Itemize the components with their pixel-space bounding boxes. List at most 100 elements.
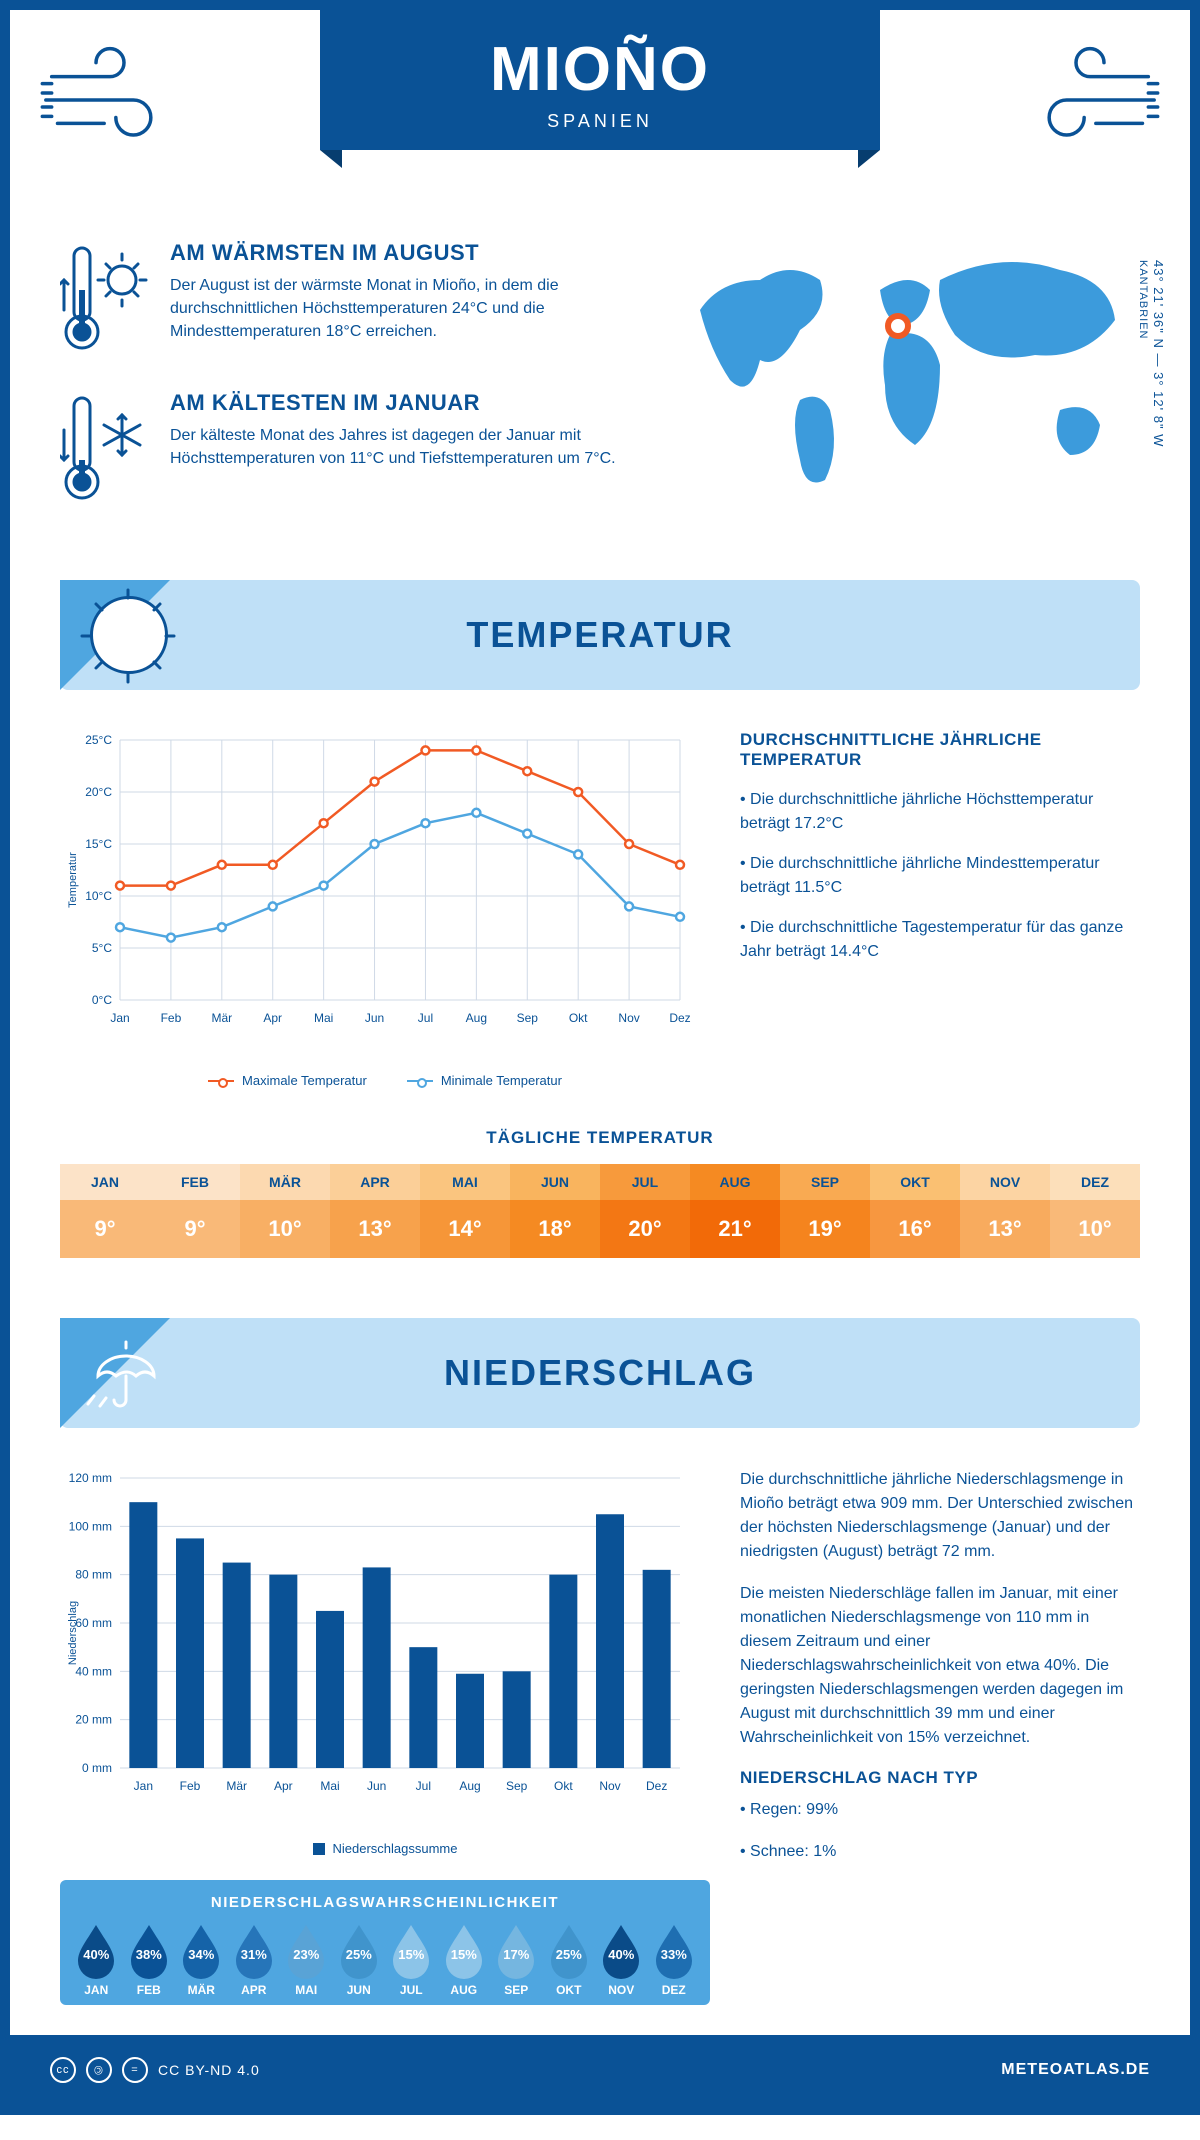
svg-text:Temperatur: Temperatur bbox=[67, 852, 79, 908]
nd-icon: = bbox=[122, 2057, 148, 2083]
svg-text:Nov: Nov bbox=[618, 1011, 639, 1025]
svg-text:Sep: Sep bbox=[517, 1011, 539, 1025]
temperature-title: TEMPERATUR bbox=[466, 614, 733, 656]
cold-title: AM KÄLTESTEN IM JANUAR bbox=[170, 390, 650, 416]
svg-text:Jul: Jul bbox=[416, 1779, 431, 1793]
svg-text:100 mm: 100 mm bbox=[69, 1519, 112, 1533]
title-banner: MIOÑO SPANIEN bbox=[320, 10, 880, 150]
svg-text:Mai: Mai bbox=[314, 1011, 333, 1025]
svg-text:10°C: 10°C bbox=[85, 889, 112, 903]
coordinates: 43° 21' 36" N — 3° 12' 8" W KANTABRIEN bbox=[1136, 260, 1166, 447]
prob-drop: 25%OKT bbox=[543, 1921, 596, 1997]
svg-text:Mai: Mai bbox=[320, 1779, 339, 1793]
svg-text:Apr: Apr bbox=[263, 1011, 282, 1025]
world-map: 43° 21' 36" N — 3° 12' 8" W KANTABRIEN bbox=[680, 240, 1140, 540]
prob-drop: 17%SEP bbox=[490, 1921, 543, 1997]
prob-drop: 40%JAN bbox=[70, 1921, 123, 1997]
prob-drop: 38%FEB bbox=[123, 1921, 176, 1997]
precip-probability-box: NIEDERSCHLAGSWAHRSCHEINLICHKEIT 40%JAN38… bbox=[60, 1880, 710, 2005]
prob-drop: 40%NOV bbox=[595, 1921, 648, 1997]
prob-drop: 33%DEZ bbox=[648, 1921, 701, 1997]
svg-text:Dez: Dez bbox=[669, 1011, 690, 1025]
svg-text:Mär: Mär bbox=[226, 1779, 247, 1793]
by-icon: 🄯 bbox=[86, 2057, 112, 2083]
cc-icon: cc bbox=[50, 2057, 76, 2083]
svg-text:0°C: 0°C bbox=[92, 993, 112, 1007]
umbrella-icon bbox=[84, 1332, 168, 1416]
precip-section-head: NIEDERSCHLAG bbox=[60, 1318, 1140, 1428]
daily-temp-grid: JAN9°FEB9°MÄR10°APR13°MAI14°JUN18°JUL20°… bbox=[60, 1164, 1140, 1258]
svg-text:0 mm: 0 mm bbox=[82, 1761, 112, 1775]
daily-cell: NOV13° bbox=[960, 1164, 1050, 1258]
svg-text:20°C: 20°C bbox=[85, 785, 112, 799]
cold-body: Der kälteste Monat des Jahres ist dagege… bbox=[170, 424, 650, 470]
license: cc 🄯 = CC BY-ND 4.0 bbox=[50, 2057, 260, 2083]
prob-drop: 34%MÄR bbox=[175, 1921, 228, 1997]
svg-text:25°C: 25°C bbox=[85, 733, 112, 747]
daily-cell: AUG21° bbox=[690, 1164, 780, 1258]
temperature-legend: .lg-line[style*='f15a24']::after{border-… bbox=[60, 1073, 710, 1088]
svg-text:Aug: Aug bbox=[459, 1779, 480, 1793]
svg-text:Feb: Feb bbox=[161, 1011, 182, 1025]
daily-cell: JUN18° bbox=[510, 1164, 600, 1258]
prob-drop: 23%MAI bbox=[280, 1921, 333, 1997]
svg-text:80 mm: 80 mm bbox=[75, 1568, 112, 1582]
svg-text:Nov: Nov bbox=[599, 1779, 620, 1793]
daily-cell: DEZ10° bbox=[1050, 1164, 1140, 1258]
precip-legend: Niederschlagssumme bbox=[60, 1841, 710, 1856]
svg-text:Aug: Aug bbox=[466, 1011, 487, 1025]
prob-drop: 15%JUL bbox=[385, 1921, 438, 1997]
daily-cell: JAN9° bbox=[60, 1164, 150, 1258]
footer: cc 🄯 = CC BY-ND 4.0 METEOATLAS.DE bbox=[10, 2035, 1190, 2105]
header: MIOÑO SPANIEN bbox=[10, 10, 1190, 210]
daily-cell: FEB9° bbox=[150, 1164, 240, 1258]
daily-cell: SEP19° bbox=[780, 1164, 870, 1258]
prob-drop: 15%AUG bbox=[438, 1921, 491, 1997]
daily-cell: APR13° bbox=[330, 1164, 420, 1258]
country-subtitle: SPANIEN bbox=[320, 111, 880, 132]
svg-text:Jul: Jul bbox=[418, 1011, 433, 1025]
temperature-info: DURCHSCHNITTLICHE JÄHRLICHE TEMPERATUR •… bbox=[740, 730, 1140, 1088]
svg-text:Jan: Jan bbox=[110, 1011, 129, 1025]
precip-title: NIEDERSCHLAG bbox=[444, 1352, 756, 1394]
svg-text:60 mm: 60 mm bbox=[75, 1616, 112, 1630]
svg-text:Jun: Jun bbox=[365, 1011, 384, 1025]
temperature-section-head: TEMPERATUR bbox=[60, 580, 1140, 690]
cold-fact: AM KÄLTESTEN IM JANUAR Der kälteste Mona… bbox=[60, 390, 650, 510]
wind-icon-right bbox=[1020, 40, 1160, 160]
city-title: MIOÑO bbox=[320, 34, 880, 105]
precip-info: Die durchschnittliche jährliche Niedersc… bbox=[740, 1468, 1140, 2005]
svg-text:Sep: Sep bbox=[506, 1779, 528, 1793]
svg-text:20 mm: 20 mm bbox=[75, 1713, 112, 1727]
thermometer-cold-icon bbox=[60, 390, 150, 510]
daily-cell: MAI14° bbox=[420, 1164, 510, 1258]
svg-text:Jun: Jun bbox=[367, 1779, 386, 1793]
svg-text:15°C: 15°C bbox=[85, 837, 112, 851]
precip-bar-chart: 0 mm 20 mm 40 mm 60 mm 80 mm 100 mm 120 mm Jan F… bbox=[60, 1468, 700, 1828]
daily-temp-title: TÄGLICHE TEMPERATUR bbox=[60, 1128, 1140, 1148]
svg-text:Dez: Dez bbox=[646, 1779, 667, 1793]
wind-icon-left bbox=[40, 40, 180, 160]
svg-text:Apr: Apr bbox=[274, 1779, 293, 1793]
daily-cell: JUL20° bbox=[600, 1164, 690, 1258]
svg-text:Feb: Feb bbox=[180, 1779, 201, 1793]
prob-drop: 31%APR bbox=[228, 1921, 281, 1997]
svg-text:Okt: Okt bbox=[554, 1779, 573, 1793]
daily-cell: OKT16° bbox=[870, 1164, 960, 1258]
daily-cell: MÄR10° bbox=[240, 1164, 330, 1258]
warm-fact: AM WÄRMSTEN IM AUGUST Der August ist der… bbox=[60, 240, 650, 360]
svg-text:5°C: 5°C bbox=[92, 941, 112, 955]
svg-text:Jan: Jan bbox=[134, 1779, 153, 1793]
svg-text:120 mm: 120 mm bbox=[69, 1471, 112, 1485]
prob-drop: 25%JUN bbox=[333, 1921, 386, 1997]
sun-rays-icon bbox=[80, 588, 176, 684]
svg-text:Mär: Mär bbox=[211, 1011, 232, 1025]
svg-text:Okt: Okt bbox=[569, 1011, 588, 1025]
warm-title: AM WÄRMSTEN IM AUGUST bbox=[170, 240, 650, 266]
warm-body: Der August ist der wärmste Monat in Mioñ… bbox=[170, 274, 650, 344]
thermometer-hot-icon bbox=[60, 240, 150, 360]
temperature-line-chart: 0°C 5°C 10°C 15°C 20°C 25°C Jan Feb Mär Apr Mai Jun… bbox=[60, 730, 700, 1060]
svg-text:40 mm: 40 mm bbox=[75, 1664, 112, 1678]
svg-text:Niederschlag: Niederschlag bbox=[67, 1601, 79, 1665]
site-name: METEOATLAS.DE bbox=[1001, 2061, 1150, 2079]
